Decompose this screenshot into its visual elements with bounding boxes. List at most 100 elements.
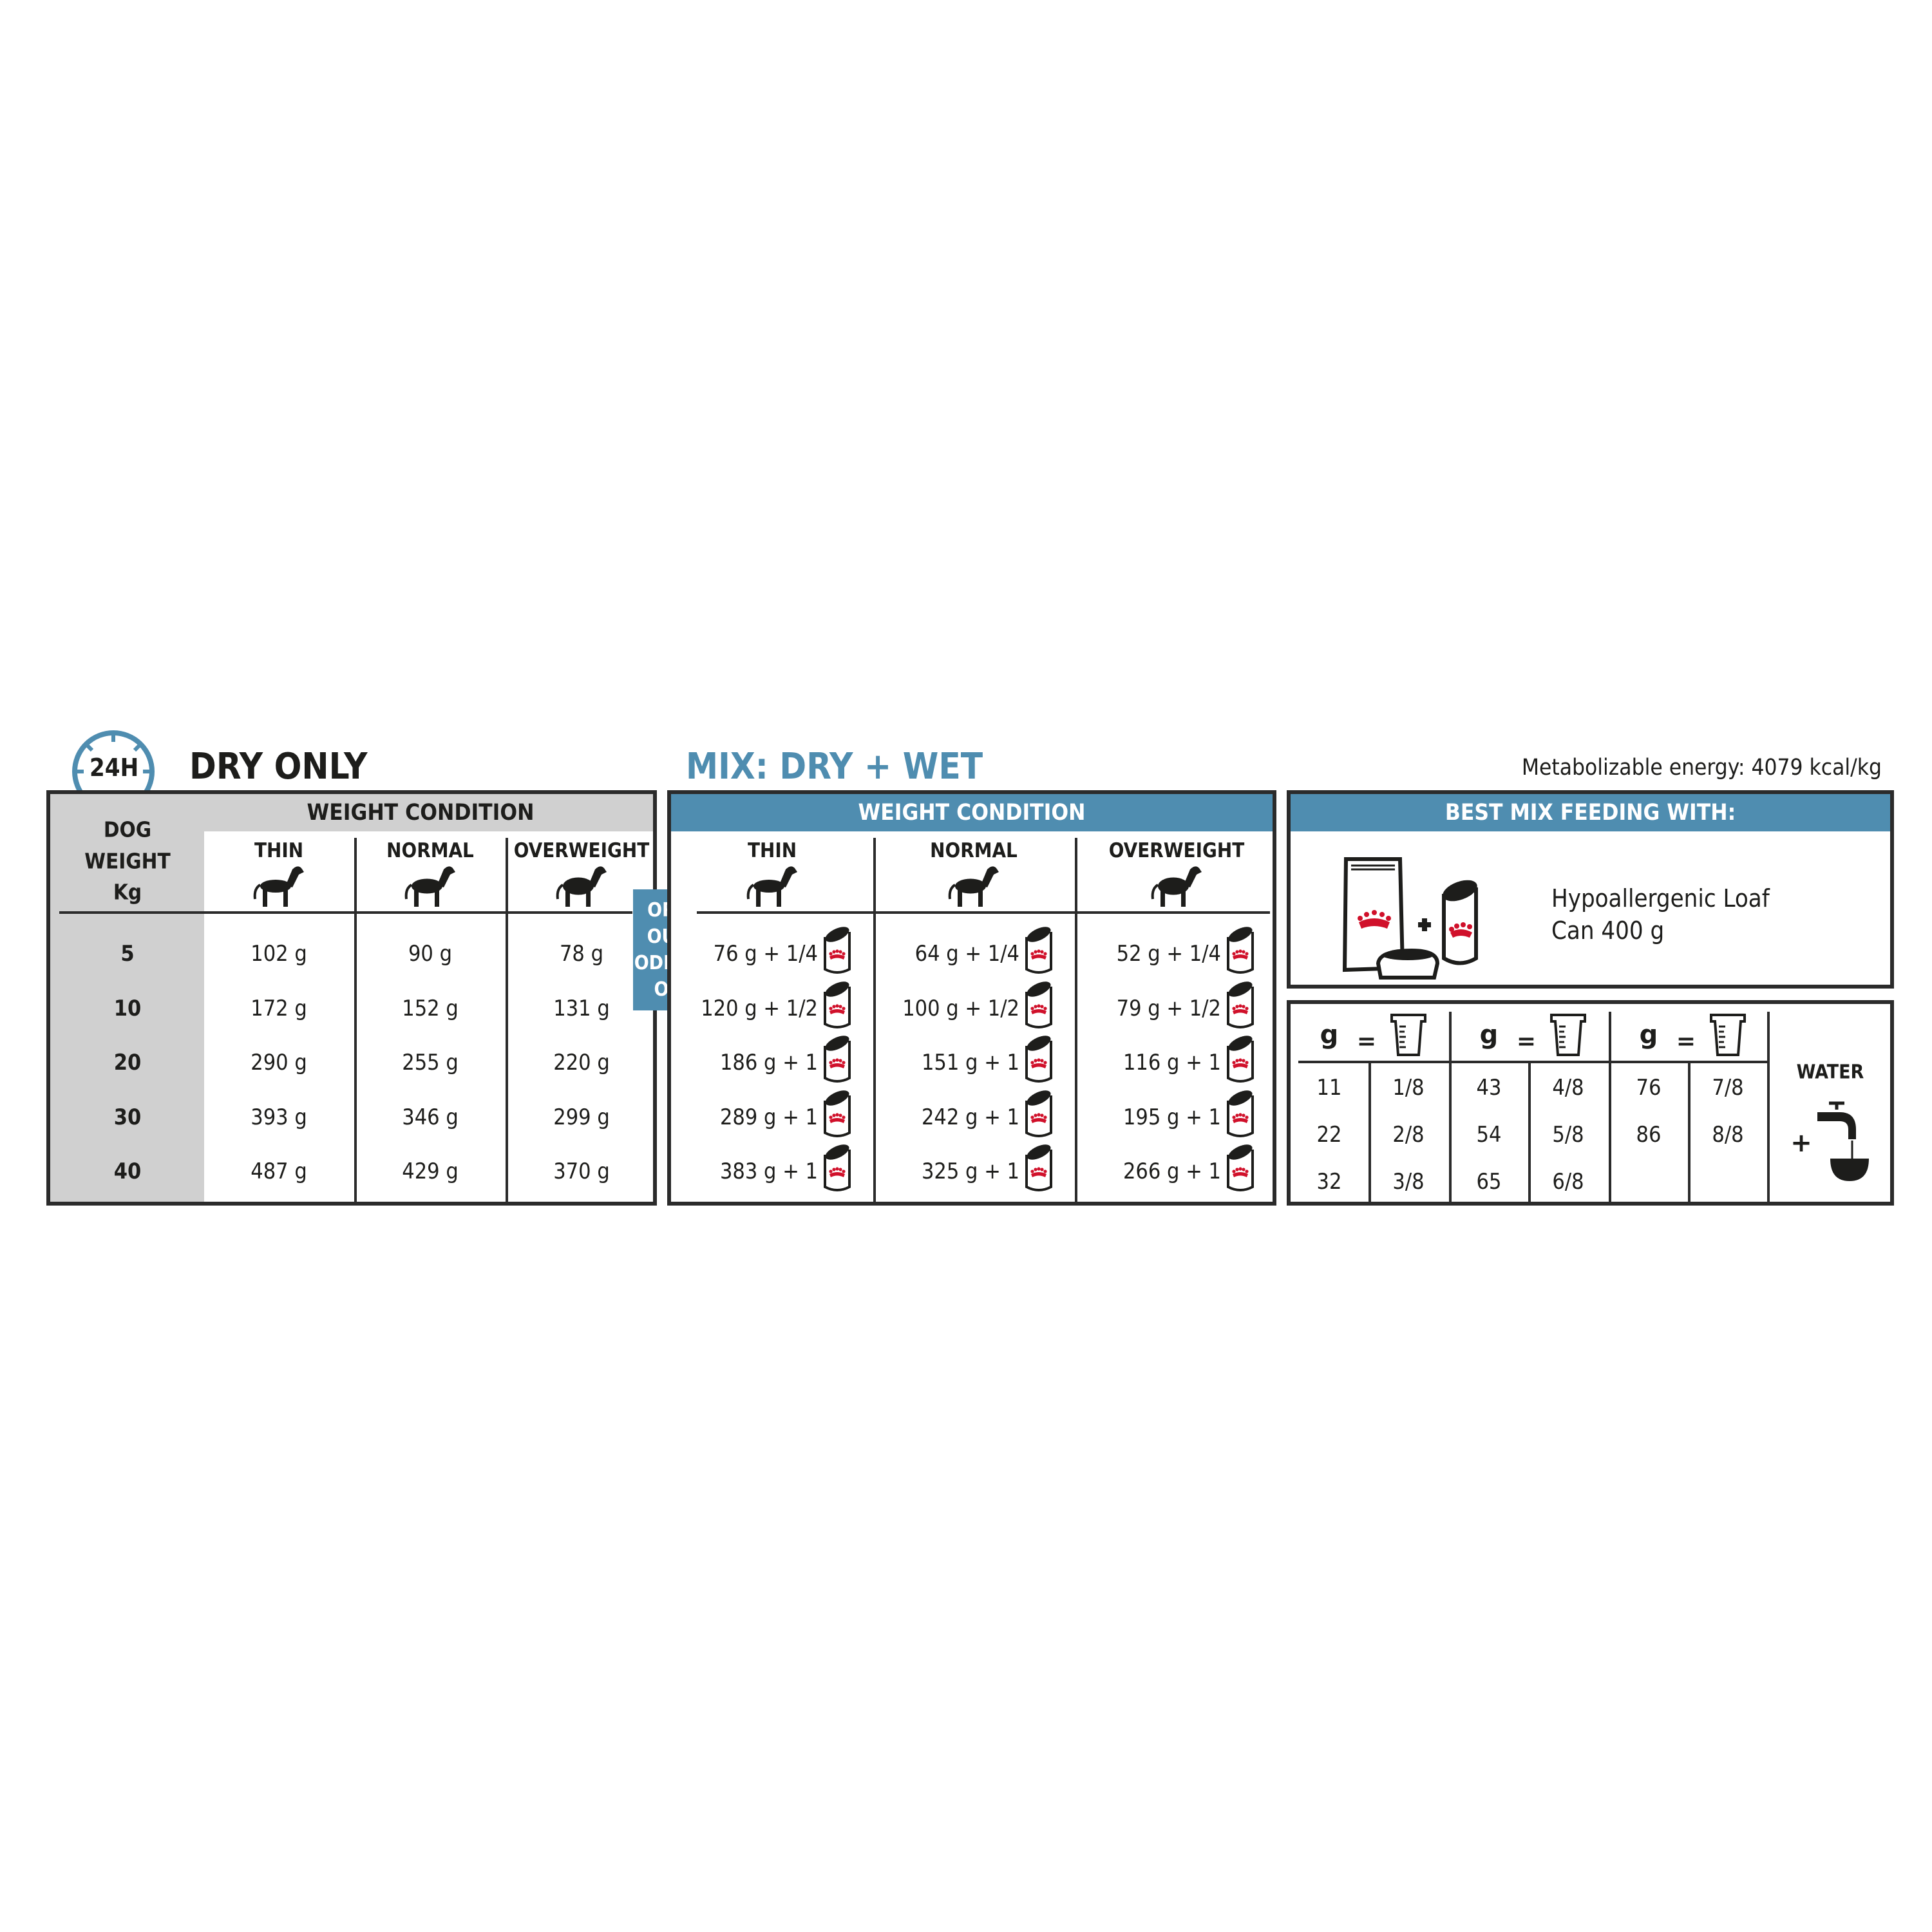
mix-column-header-overweight: OVERWEIGHT <box>1108 839 1245 862</box>
grams-cell: 22 <box>1316 1122 1342 1148</box>
mix-amount-cell: 151 g + 1 <box>921 1050 1019 1075</box>
weight-condition-header: WEIGHT CONDITION <box>307 800 535 826</box>
grams-label: g <box>1320 1020 1339 1050</box>
cup-fraction-cell: 1/8 <box>1392 1075 1425 1101</box>
measuring-cup-icon <box>1709 1012 1747 1060</box>
cup-fraction-cell: 6/8 <box>1552 1169 1584 1195</box>
dog-thin-icon <box>743 863 801 912</box>
can-icon <box>1023 1034 1055 1086</box>
mix-amount-cell: 64 g + 1/4 <box>914 941 1019 967</box>
grams-cell: 54 <box>1476 1122 1502 1148</box>
dog-weight-header-1: DOG <box>103 817 152 842</box>
dry-only-table: WEIGHT CONDITION DOG WEIGHT Kg THIN NORM… <box>46 790 657 1206</box>
dry-amount-cell: 152 g <box>402 996 459 1021</box>
dry-only-title: DRY ONLY <box>189 746 368 788</box>
can-icon <box>1224 1143 1256 1195</box>
equals-sign: = <box>1516 1028 1537 1055</box>
product-name-line1: Hypoallergenic Loaf <box>1551 884 1770 913</box>
dog-normal-icon <box>945 863 1003 912</box>
dry-amount-cell: 290 g <box>251 1050 307 1075</box>
can-icon <box>1224 980 1256 1032</box>
can-icon <box>821 925 853 977</box>
measuring-cup-icon <box>1389 1012 1428 1060</box>
can-icon <box>1224 1089 1256 1141</box>
dog-thin-icon <box>250 863 308 912</box>
grams-cell: 11 <box>1316 1075 1342 1101</box>
grams-label: g <box>1479 1020 1499 1050</box>
dry-amount-cell: 78 g <box>559 941 604 967</box>
dog-weight-cell: 20 <box>113 1050 142 1075</box>
grams-cell: 65 <box>1476 1169 1502 1195</box>
mix-amount-cell: 79 g + 1/2 <box>1116 996 1221 1021</box>
cup-fraction-cell: 3/8 <box>1392 1169 1425 1195</box>
mix-amount-cell: 383 g + 1 <box>719 1159 818 1184</box>
best-mix-header: BEST MIX FEEDING WITH: <box>1291 794 1890 831</box>
mix-weight-condition-header: WEIGHT CONDITION <box>671 794 1273 831</box>
dry-amount-cell: 172 g <box>251 996 307 1021</box>
mix-amount-cell: 100 g + 1/2 <box>902 996 1019 1021</box>
can-icon <box>1023 1089 1055 1141</box>
can-icon <box>821 1143 853 1195</box>
dry-amount-cell: 90 g <box>408 941 453 967</box>
can-icon <box>821 1034 853 1086</box>
plus-sign: + <box>1790 1128 1812 1158</box>
metabolizable-energy: Metabolizable energy: 4079 kcal/kg <box>1521 755 1882 781</box>
dry-amount-cell: 102 g <box>251 941 307 967</box>
mix-column-header-thin: THIN <box>747 839 797 862</box>
mix-amount-cell: 242 g + 1 <box>921 1104 1019 1130</box>
food-bag-icon <box>1341 855 1502 987</box>
best-mix-panel: BEST MIX FEEDING WITH: Hypoallergenic Lo… <box>1287 790 1894 989</box>
dog-weight-header-2: WEIGHT <box>84 848 171 874</box>
grams-cell: 76 <box>1636 1075 1662 1101</box>
can-icon <box>1023 925 1055 977</box>
cup-fraction-cell: 5/8 <box>1552 1122 1584 1148</box>
dry-amount-cell: 487 g <box>251 1159 307 1184</box>
grams-label: g <box>1639 1020 1658 1050</box>
dry-amount-cell: 429 g <box>402 1159 459 1184</box>
dog-weight-cell: 5 <box>120 941 135 967</box>
cup-fraction-cell: 2/8 <box>1392 1122 1425 1148</box>
mix-amount-cell: 266 g + 1 <box>1122 1159 1221 1184</box>
mix-table: WEIGHT CONDITION THIN NORMAL OVERWEIGHT … <box>667 790 1276 1206</box>
cup-conversion-table: g = 11 1/8 22 2/8 32 3/8 g = 43 4/8 54 5/8 65 6/8 g = 76 7/… <box>1287 1000 1894 1206</box>
mix-amount-cell: 76 g + 1/4 <box>713 941 818 967</box>
cup-fraction-cell: 7/8 <box>1712 1075 1744 1101</box>
dry-amount-cell: 299 g <box>553 1104 610 1130</box>
dog-weight-cell: 10 <box>113 996 142 1021</box>
grams-cell: 86 <box>1636 1122 1662 1148</box>
can-icon <box>821 1089 853 1141</box>
mix-amount-cell: 325 g + 1 <box>921 1159 1019 1184</box>
grams-cell: 32 <box>1316 1169 1342 1195</box>
can-icon <box>821 980 853 1032</box>
can-icon <box>1023 1143 1055 1195</box>
mix-title: MIX: DRY + WET <box>686 746 983 788</box>
dry-amount-cell: 346 g <box>402 1104 459 1130</box>
dry-amount-cell: 255 g <box>402 1050 459 1075</box>
water-label: WATER <box>1796 1061 1864 1084</box>
clock-badge-text: 24H <box>87 753 142 782</box>
mix-amount-cell: 120 g + 1/2 <box>701 996 818 1021</box>
mix-amount-cell: 186 g + 1 <box>719 1050 818 1075</box>
o-text: O <box>654 978 669 1001</box>
clock-24h-icon <box>70 728 157 792</box>
dog-normal-icon <box>401 863 459 912</box>
mix-column-header-normal: NORMAL <box>930 839 1018 862</box>
equals-sign: = <box>1356 1028 1377 1055</box>
mix-amount-cell: 52 g + 1/4 <box>1116 941 1221 967</box>
equals-sign: = <box>1676 1028 1696 1055</box>
dog-overweight-icon <box>553 863 611 912</box>
grams-cell: 43 <box>1476 1075 1502 1101</box>
can-icon <box>1224 925 1256 977</box>
dry-amount-cell: 393 g <box>251 1104 307 1130</box>
dog-weight-header-3: Kg <box>113 879 142 905</box>
dry-amount-cell: 370 g <box>553 1159 610 1184</box>
cup-fraction-cell: 8/8 <box>1712 1122 1744 1148</box>
dog-weight-cell: 30 <box>113 1104 142 1130</box>
can-icon <box>1224 1034 1256 1086</box>
mix-amount-cell: 116 g + 1 <box>1122 1050 1221 1075</box>
dry-amount-cell: 131 g <box>553 996 610 1021</box>
dog-overweight-icon <box>1148 863 1206 912</box>
mix-amount-cell: 289 g + 1 <box>719 1104 818 1130</box>
column-header-normal: NORMAL <box>386 839 474 862</box>
column-header-overweight: OVERWEIGHT <box>513 839 650 862</box>
